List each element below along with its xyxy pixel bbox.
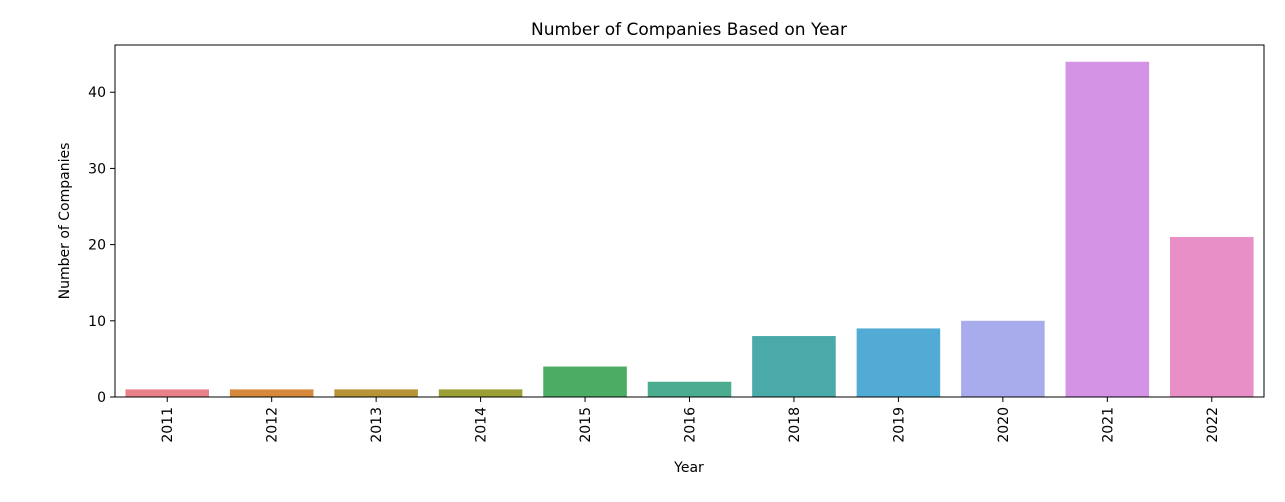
x-tick-label-2020: 2020	[996, 407, 1012, 443]
x-axis-label: Year	[673, 460, 704, 476]
x-axis: 2011 2012 2013 2014 2015 2016 2018 2019 2020 2021…	[160, 397, 1221, 443]
bar-2016	[647, 381, 732, 397]
x-tick-label-2016: 2016	[683, 407, 699, 443]
bar-2014	[438, 389, 523, 397]
y-axis: 0 10 20 30 40	[88, 85, 115, 406]
x-tick-label-2011: 2011	[160, 407, 176, 443]
bar-2012	[229, 389, 314, 397]
bars-group	[125, 61, 1254, 398]
x-tick-label-2013: 2013	[369, 407, 385, 443]
chart-title: Number of Companies Based on Year	[531, 20, 847, 40]
y-tick-label-40: 40	[88, 85, 106, 101]
x-tick-label-2021: 2021	[1100, 407, 1116, 443]
bar-2015	[543, 366, 627, 397]
y-tick-label-30: 30	[88, 161, 106, 177]
bar-2018	[752, 336, 836, 397]
y-axis-label: Number of Companies	[57, 143, 73, 300]
x-tick-label-2018: 2018	[787, 407, 803, 443]
bar-2021	[1065, 61, 1150, 398]
bar-2013	[334, 389, 418, 397]
plot-frame	[114, 44, 1265, 398]
bar-2011	[125, 389, 210, 397]
x-tick-label-2012: 2012	[265, 407, 281, 443]
x-tick-label-2022: 2022	[1205, 407, 1221, 443]
x-tick-label-2015: 2015	[578, 407, 594, 443]
bar-2019	[856, 328, 941, 397]
bar-2022	[1169, 237, 1254, 397]
x-tick-label-2019: 2019	[891, 407, 907, 443]
y-tick-label-10: 10	[88, 314, 106, 330]
y-tick-label-20: 20	[88, 238, 106, 254]
bar-2020	[961, 320, 1045, 397]
x-tick-label-2014: 2014	[474, 407, 490, 443]
y-tick-label-0: 0	[97, 390, 106, 406]
